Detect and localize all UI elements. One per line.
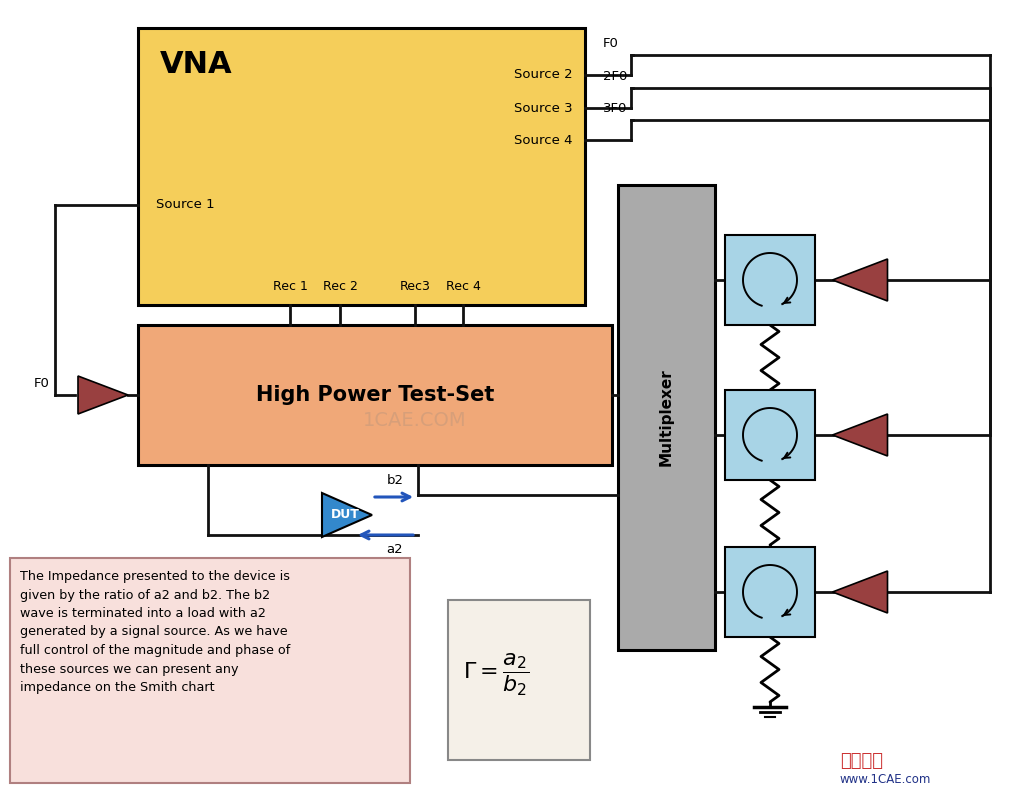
Text: VNA: VNA — [160, 50, 232, 79]
Polygon shape — [78, 376, 128, 414]
Text: DUT: DUT — [331, 508, 359, 522]
Polygon shape — [833, 259, 888, 301]
Text: Source 1: Source 1 — [156, 198, 215, 212]
Text: 2F0: 2F0 — [603, 70, 628, 83]
Text: High Power Test-Set: High Power Test-Set — [256, 385, 495, 405]
Bar — [725, 235, 815, 325]
Text: a2: a2 — [387, 543, 403, 556]
Text: F0: F0 — [603, 37, 618, 50]
Text: Source 3: Source 3 — [514, 102, 573, 114]
Bar — [10, 558, 410, 783]
Text: Rec3: Rec3 — [399, 280, 430, 293]
Bar — [725, 390, 815, 480]
Text: Source 2: Source 2 — [514, 68, 573, 82]
Text: b2: b2 — [386, 474, 403, 487]
Text: 1CAE.COM: 1CAE.COM — [364, 411, 467, 430]
Text: Rec 4: Rec 4 — [445, 280, 480, 293]
Polygon shape — [833, 571, 888, 613]
Bar — [138, 325, 612, 465]
Text: Source 4: Source 4 — [514, 133, 573, 147]
Text: www.1CAE.com: www.1CAE.com — [840, 773, 932, 786]
Text: 仿真在线: 仿真在线 — [840, 752, 883, 770]
Text: The Impedance presented to the device is
given by the ratio of a2 and b2. The b2: The Impedance presented to the device is… — [20, 570, 290, 694]
Polygon shape — [833, 414, 888, 456]
Text: 3F0: 3F0 — [603, 102, 628, 115]
Bar — [725, 547, 815, 637]
Bar — [618, 185, 715, 650]
Polygon shape — [322, 493, 372, 537]
Bar — [138, 28, 585, 305]
Bar — [449, 600, 590, 760]
Text: Multiplexer: Multiplexer — [659, 369, 674, 466]
Text: Rec 2: Rec 2 — [323, 280, 357, 293]
Text: Rec 1: Rec 1 — [272, 280, 307, 293]
Text: $\Gamma = \dfrac{a_2}{b_2}$: $\Gamma = \dfrac{a_2}{b_2}$ — [463, 652, 529, 698]
Text: F0: F0 — [34, 377, 50, 390]
